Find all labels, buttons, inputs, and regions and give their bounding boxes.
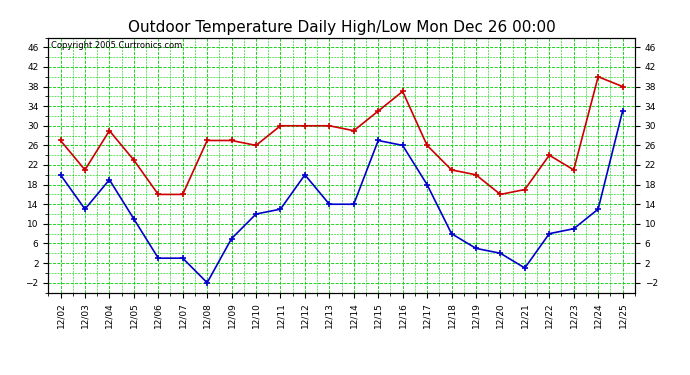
Title: Outdoor Temperature Daily High/Low Mon Dec 26 00:00: Outdoor Temperature Daily High/Low Mon D… — [128, 20, 555, 35]
Text: Copyright 2005 Curtronics.com: Copyright 2005 Curtronics.com — [51, 41, 182, 50]
